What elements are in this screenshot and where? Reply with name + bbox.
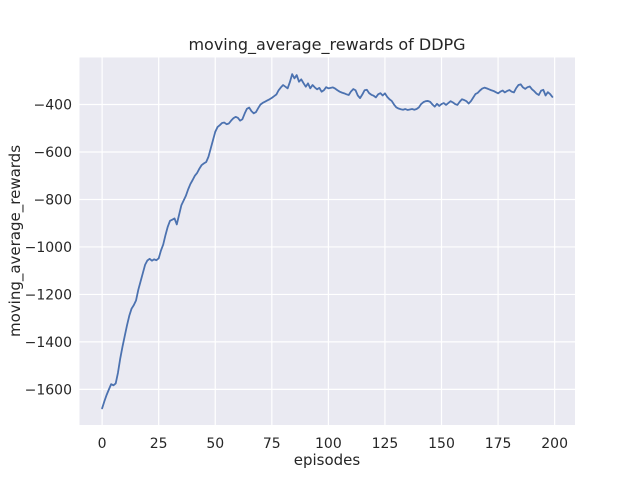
reward-line: [101, 73, 554, 410]
x-tick-label: 0: [98, 436, 107, 452]
y-tick-label: −1600: [25, 382, 72, 398]
y-tick-label: −600: [34, 145, 72, 161]
x-tick-label: 200: [541, 436, 568, 452]
plot-background: [79, 57, 575, 425]
x-tick-labels: 0 25 50 75 100 125 150 175 200: [98, 436, 568, 452]
x-tick-label: 150: [428, 436, 455, 452]
x-tick-label: 50: [206, 436, 224, 452]
x-tick-label: 100: [315, 436, 342, 452]
x-tick-label: 25: [150, 436, 168, 452]
y-tick-label: −400: [34, 98, 72, 114]
x-tick-label: 175: [485, 436, 512, 452]
y-tick-label: −1400: [25, 335, 72, 351]
y-tick-labels: −400 −600 −800 −1000 −1200 −1400 −1600: [25, 98, 72, 399]
chart-title: moving_average_rewards of DDPG: [188, 35, 465, 55]
y-tick-label: −1200: [25, 287, 72, 303]
y-tick-label: −1000: [25, 240, 72, 256]
x-tick-label: 75: [263, 436, 281, 452]
x-tick-label: 125: [372, 436, 399, 452]
x-axis-label: episodes: [294, 451, 361, 469]
y-axis-label: moving_average_rewards: [6, 145, 25, 337]
y-tick-label: −800: [34, 192, 72, 208]
gridlines: [79, 57, 575, 425]
